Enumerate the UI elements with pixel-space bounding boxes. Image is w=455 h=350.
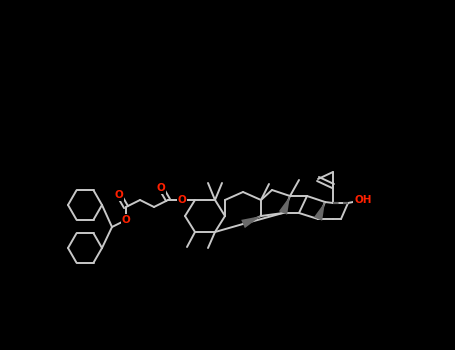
Text: O: O (157, 183, 165, 193)
Text: O: O (121, 215, 131, 225)
Text: O: O (177, 195, 187, 205)
Polygon shape (279, 196, 290, 215)
Text: O: O (115, 190, 123, 200)
Polygon shape (314, 202, 325, 221)
Text: OH: OH (354, 195, 372, 205)
Polygon shape (241, 216, 261, 228)
